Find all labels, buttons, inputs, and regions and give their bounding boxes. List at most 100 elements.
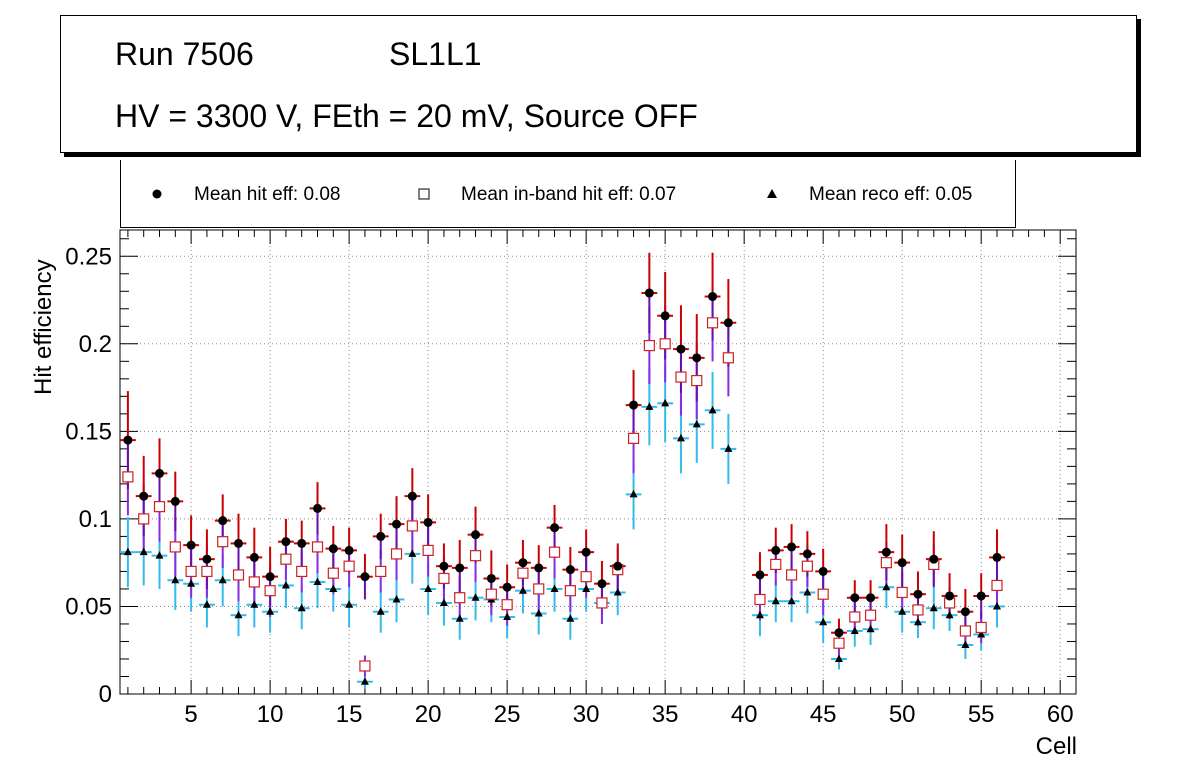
- reco-point: [139, 547, 148, 556]
- sl-label: SL1L1: [389, 36, 482, 72]
- reco-point: [992, 601, 1001, 610]
- hit-point: [407, 491, 417, 501]
- inband-point: [627, 432, 640, 444]
- reco-point: [313, 577, 322, 585]
- inband-point: [770, 558, 782, 571]
- hit-point: [597, 579, 607, 589]
- x-tick-label: 60: [1047, 701, 1074, 728]
- reco-point: [202, 600, 211, 608]
- x-tick-label: 25: [494, 701, 521, 728]
- hit-point: [945, 591, 955, 601]
- reco-point: [518, 586, 527, 594]
- reco-point: [297, 603, 306, 612]
- axes: 5 10 15 20 25 30 35 40 45 50 55 60 0 0.05 0.1 0.15 0.2 0.…: [65, 230, 1077, 728]
- y-axis-title: Hit efficiency: [30, 259, 57, 395]
- inband-point: [785, 569, 798, 581]
- reco-point: [582, 584, 591, 592]
- reco-point: [155, 551, 164, 559]
- hit-point: [723, 318, 733, 328]
- hit-point: [518, 558, 528, 568]
- hit-point: [376, 531, 386, 541]
- hit-point: [818, 566, 828, 576]
- hit-point: [534, 563, 544, 573]
- hit-point: [992, 552, 1002, 562]
- inband-point: [801, 560, 813, 572]
- hit-point: [802, 549, 812, 559]
- inband-point: [185, 565, 197, 578]
- hit-point: [787, 542, 797, 552]
- hit-point: [708, 292, 718, 302]
- x-tick-label: 10: [257, 701, 284, 728]
- hit-point: [218, 516, 228, 526]
- reco-point: [123, 547, 132, 556]
- inband-point: [722, 352, 734, 364]
- inband-point: [864, 609, 877, 621]
- inband-point: [406, 520, 418, 532]
- hit-point: [581, 547, 591, 557]
- reco-point: [977, 629, 986, 638]
- hit-point: [360, 572, 370, 582]
- inband-point: [153, 501, 166, 513]
- hit-point: [455, 563, 465, 573]
- legend-hit-marker-icon: [152, 189, 162, 199]
- reco-point: [803, 587, 812, 596]
- inband-point: [296, 565, 308, 578]
- inband-point: [201, 565, 213, 578]
- inband-point: [438, 572, 450, 585]
- reco-point: [455, 614, 464, 622]
- hit-point: [644, 288, 654, 298]
- y-tick-label: 0.25: [65, 243, 112, 270]
- reco-point: [676, 433, 685, 442]
- reco-point: [281, 580, 290, 589]
- reco-point: [913, 617, 922, 626]
- hit-point: [502, 582, 512, 592]
- conditions-label: HV = 3300 V, FEth = 20 mV, Source OFF: [115, 98, 698, 134]
- hit-point: [170, 496, 180, 506]
- hit-point: [281, 537, 291, 547]
- reco-point: [566, 614, 575, 622]
- x-axis-title: Cell: [1036, 733, 1077, 760]
- x-tick-label: 15: [336, 701, 363, 728]
- reco-point: [329, 584, 338, 592]
- hit-point: [866, 593, 876, 603]
- inband-point: [643, 339, 655, 352]
- reco-point: [360, 677, 369, 685]
- reco-point: [692, 419, 701, 428]
- hit-point: [897, 558, 907, 568]
- hit-point: [202, 554, 212, 564]
- hit-point: [660, 311, 670, 321]
- inband-point: [833, 637, 845, 649]
- reco-point: [661, 398, 670, 407]
- legend-inband-label: Mean in-band hit eff: 0.07: [461, 184, 677, 205]
- reco-point: [819, 617, 828, 626]
- hit-point: [328, 544, 338, 554]
- inband-point: [596, 597, 608, 609]
- reco-point: [171, 575, 180, 584]
- inband-point: [659, 338, 671, 350]
- hit-point: [186, 540, 196, 550]
- x-tick-label: 30: [573, 701, 600, 728]
- x-tick-label: 5: [184, 701, 197, 728]
- hit-point: [913, 589, 923, 599]
- inband-point: [469, 550, 482, 562]
- inband-point: [675, 371, 687, 383]
- inband-point: [280, 553, 292, 565]
- inband-point: [485, 588, 497, 600]
- y-tick-label: 0.15: [65, 418, 112, 445]
- hit-point: [755, 570, 765, 580]
- inband-point: [564, 585, 576, 597]
- hit-point: [344, 545, 354, 555]
- hit-point: [486, 573, 496, 583]
- inband-point: [343, 560, 355, 572]
- hit-point: [249, 552, 259, 562]
- hit-point: [392, 519, 402, 529]
- inband-point: [327, 567, 339, 579]
- hit-point: [297, 538, 307, 548]
- inband-point: [264, 585, 276, 597]
- reco-point: [898, 607, 907, 615]
- reco-point: [534, 608, 543, 617]
- inband-point: [217, 536, 229, 548]
- reco-point: [550, 584, 559, 592]
- reco-point: [787, 596, 796, 605]
